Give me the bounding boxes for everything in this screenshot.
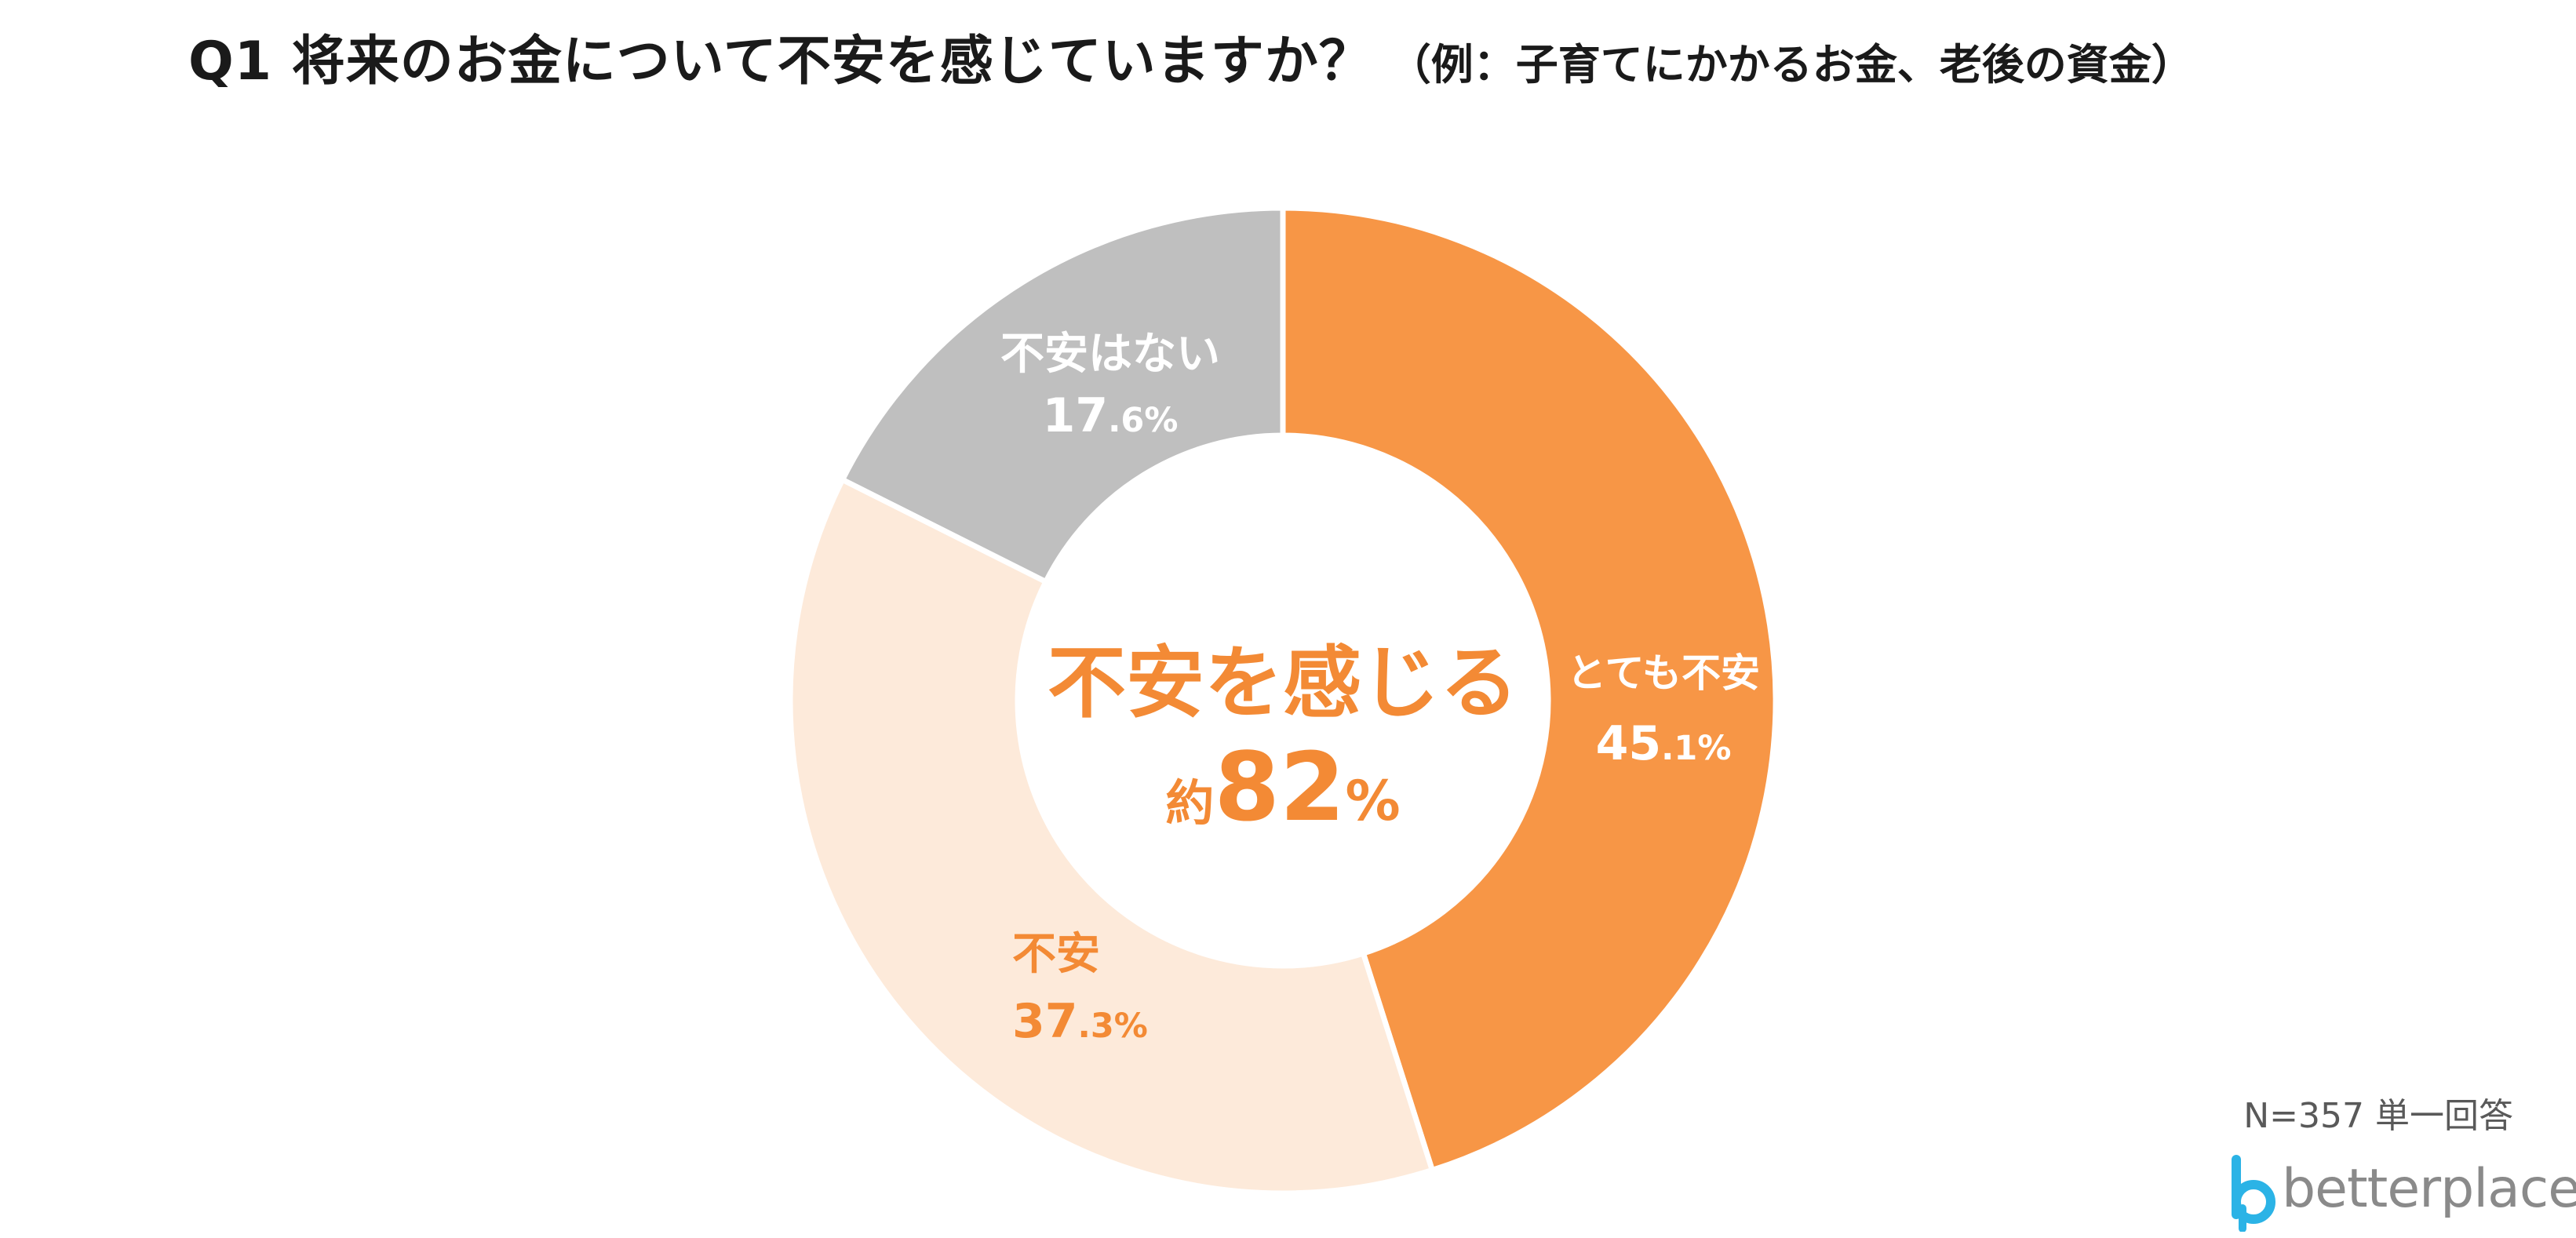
donut-labels: とても不安 45.1% 不安 37.3% 不安はない 17.6% (1000, 329, 1760, 1049)
center-label: 不安を感じる (1048, 637, 1518, 729)
betterplace-logo: betterplace (2227, 1153, 2576, 1232)
slice-value-1: 37.3% (1012, 994, 1148, 1049)
center-prefix: 約 (1165, 774, 1214, 832)
logo-icon (2232, 1155, 2275, 1232)
donut-center: 不安を感じる 約82% (1048, 637, 1518, 843)
slice-value-2: 17.6% (1043, 388, 1179, 443)
center-number: 82 (1214, 734, 1345, 843)
donut-slices (787, 205, 1779, 1196)
slice-label-1: 不安 (1012, 929, 1100, 980)
slice-2 (838, 205, 1286, 586)
chart-title-sub: （例：子育てにかかるお金、老後の資金） (1388, 40, 2194, 89)
slice-label-0: とても不安 (1567, 650, 1760, 696)
sample-note: N=357 単一回答 (2243, 1096, 2513, 1136)
center-suffix: % (1345, 769, 1400, 833)
slice-1 (787, 475, 1436, 1196)
slice-label-2: 不安はない (1000, 329, 1220, 380)
chart-title: Q1 将来のお金について不安を感じていますか？ （例：子育てにかかるお金、老後の資… (188, 17, 2194, 95)
center-value: 約82% (1165, 734, 1400, 843)
chart-title-main: Q1 将来のお金について不安を感じていますか？ (188, 31, 1373, 93)
slice-value-0: 45.1% (1596, 716, 1732, 771)
logo-text: betterplace (2282, 1158, 2576, 1220)
slice-0 (1280, 205, 1779, 1174)
